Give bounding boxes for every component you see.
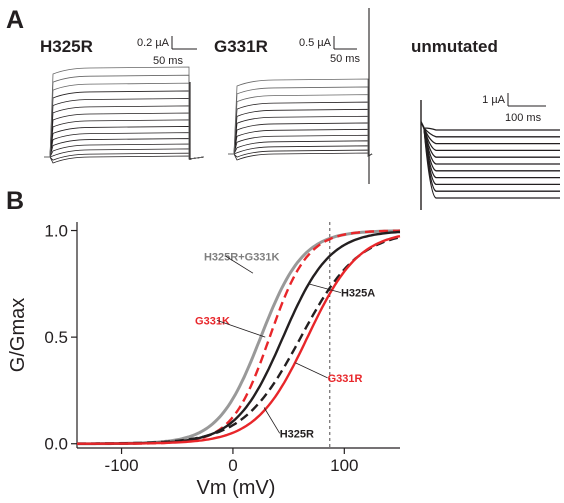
scale-time-unmutated: 100 ms	[505, 112, 542, 124]
current-trace	[44, 143, 205, 160]
x-tick-label: -100	[105, 456, 139, 475]
gv-plot: 0.0 0.5 1.0 -100 0 100 H325R+G331K G331K H325A…	[7, 222, 401, 499]
label-pointer	[295, 362, 328, 379]
curve-label-g331k: G331K	[195, 315, 230, 327]
gv-curve-unlabeled	[77, 236, 401, 445]
scale-bar-unmutated: 1 µA 100 ms	[482, 93, 546, 124]
curve-label-h325r: H325R	[280, 428, 314, 440]
y-tick-label: 1.0	[44, 222, 68, 241]
panel-b-letter: B	[6, 187, 24, 215]
current-trace	[420, 121, 560, 145]
y-tick-label: 0.0	[44, 435, 68, 454]
scale-bar-h325r: 0.2 µA 50 ms	[137, 36, 197, 67]
current-trace	[228, 152, 373, 161]
trace-panel-g331r: G331R 0.5 µA 50 ms	[214, 8, 373, 184]
current-trace	[228, 140, 373, 157]
label-pointer	[225, 256, 254, 274]
scale-bar-g331r: 0.5 µA 50 ms	[299, 36, 360, 65]
curve-label-h325a: H325A	[341, 288, 375, 300]
curve-label-g331r: G331R	[328, 373, 363, 385]
y-tick-label: 0.5	[44, 328, 68, 347]
label-pointer	[263, 407, 281, 434]
label-pointer	[308, 283, 342, 294]
current-trace	[228, 149, 373, 158]
current-traces-h325r	[44, 66, 205, 164]
scale-current-h325r: 0.2 µA	[137, 37, 170, 49]
scale-time-h325r: 50 ms	[153, 55, 183, 67]
current-trace	[228, 101, 373, 157]
gv-curve-g331r	[77, 235, 401, 445]
trace-panel-h325r: H325R 0.2 µA 50 ms	[40, 36, 205, 164]
trace-label-g331r: G331R	[214, 37, 268, 56]
x-tick-label: 100	[330, 456, 358, 475]
current-trace	[228, 145, 373, 157]
current-trace	[228, 122, 373, 157]
current-trace	[44, 105, 205, 160]
current-trace	[44, 112, 205, 160]
gv-curve-g331k	[77, 229, 401, 445]
curve-label-h325r-g331k: H325R+G331K	[204, 251, 280, 263]
current-trace	[228, 128, 373, 157]
current-trace	[44, 155, 205, 164]
current-trace	[420, 121, 560, 158]
current-trace	[44, 152, 205, 161]
current-traces-g331r	[228, 8, 373, 184]
current-trace	[44, 126, 205, 160]
current-trace	[44, 138, 205, 160]
current-trace	[420, 121, 560, 199]
label-pointer	[216, 319, 266, 338]
current-trace	[44, 132, 205, 160]
current-trace	[44, 148, 205, 160]
x-tick-label: 0	[228, 456, 237, 475]
scale-time-g331r: 50 ms	[330, 53, 360, 65]
curve-labels: H325R+G331K G331K H325A G331R H325R	[195, 251, 375, 440]
x-axis-title: Vm (mV)	[197, 477, 276, 499]
current-traces-unmutated	[420, 100, 560, 210]
panel-a-letter: A	[6, 6, 24, 34]
current-trace	[44, 66, 205, 160]
x-ticks: -100 0 100	[105, 448, 358, 475]
y-axis-title: G/Gmax	[7, 298, 29, 372]
current-trace	[44, 82, 205, 160]
current-trace	[228, 134, 373, 157]
current-trace	[420, 121, 560, 186]
y-ticks: 0.0 0.5 1.0	[44, 222, 77, 454]
trace-label-unmutated: unmutated	[411, 37, 498, 56]
trace-label-h325r: H325R	[40, 37, 93, 56]
scale-current-g331r: 0.5 µA	[299, 37, 332, 49]
gv-curves	[77, 229, 401, 446]
current-trace	[44, 119, 205, 160]
trace-panel-unmutated: unmutated 1 µA 100 ms	[411, 37, 560, 210]
current-trace	[228, 115, 373, 157]
scale-current-unmutated: 1 µA	[482, 94, 506, 106]
current-trace	[228, 108, 373, 157]
current-trace	[228, 78, 373, 157]
